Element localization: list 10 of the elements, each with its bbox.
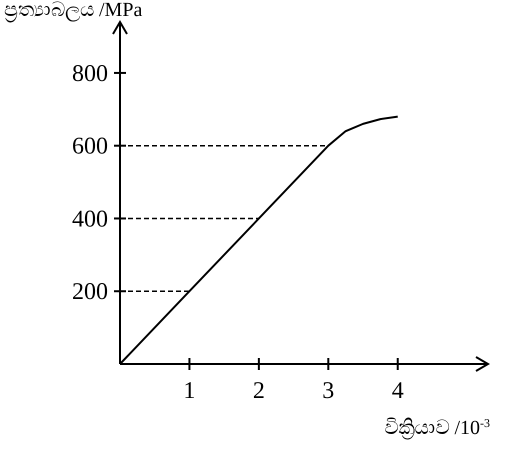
y-tick-label: 200: [72, 279, 108, 306]
y-axis-title: ප්‍රත්‍යාබලය /MPa: [4, 0, 142, 23]
x-tick-label: 1: [183, 378, 196, 404]
x-tick-label: 3: [322, 378, 334, 404]
y-tick-label: 800: [72, 60, 108, 87]
x-tick-label: 2: [252, 378, 265, 404]
y-tick-label: 600: [72, 134, 108, 160]
x-axis-title: වික්‍රියාව /10$^{-3}$: [384, 416, 490, 440]
y-tick-label: 400: [72, 206, 108, 232]
x-tick-label: 4: [392, 378, 404, 404]
